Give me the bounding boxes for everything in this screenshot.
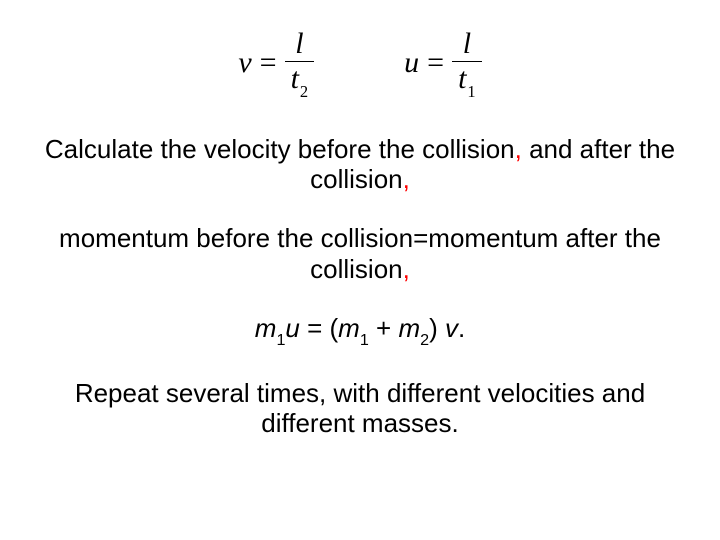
equals-sign: = — [252, 46, 285, 80]
fraction-v-den: t2 — [285, 61, 315, 98]
eq-period: . — [458, 313, 465, 343]
formula-u: u = l t1 — [404, 28, 482, 98]
formula-row: v = l t2 u = l t1 — [0, 0, 720, 124]
formula-v: v = l t2 — [238, 28, 314, 98]
fraction-u-num: l — [457, 28, 477, 61]
paragraph-2-text: momentum before the collision=momentum a… — [59, 223, 661, 284]
fraction-v-den-var: t — [291, 62, 299, 95]
momentum-equation: m1u = (m1 + m2) v. — [0, 313, 720, 348]
fraction-v-den-sub: 2 — [299, 82, 308, 101]
fraction-v: l t2 — [285, 28, 315, 98]
fraction-u-den: t1 — [452, 61, 482, 98]
eq-sub1: 1 — [276, 331, 285, 349]
fraction-v-num: l — [289, 28, 309, 61]
fraction-u: l t1 — [452, 28, 482, 98]
eq-plus: + — [369, 313, 399, 343]
red-comma: , — [515, 134, 522, 164]
eq-sub2: 2 — [420, 331, 429, 349]
eq-m2: m — [398, 313, 420, 343]
eq-v: v — [445, 313, 458, 343]
paragraph-1: Calculate the velocity before the collis… — [0, 134, 720, 195]
eq-equals-open: = ( — [300, 313, 338, 343]
red-comma: , — [403, 164, 410, 194]
eq-sub1b: 1 — [360, 331, 369, 349]
equals-sign: = — [419, 46, 452, 80]
eq-m1: m — [255, 313, 277, 343]
paragraph-1-part-a: Calculate the velocity before the collis… — [45, 134, 515, 164]
formula-v-lhs: v — [238, 46, 251, 80]
eq-u: u — [285, 313, 299, 343]
paragraph-2: momentum before the collision=momentum a… — [0, 223, 720, 284]
fraction-u-den-sub: 1 — [466, 82, 475, 101]
paragraph-4: Repeat several times, with different vel… — [0, 378, 720, 439]
eq-close: ) — [429, 313, 445, 343]
red-comma: , — [403, 254, 410, 284]
formula-u-lhs: u — [404, 46, 419, 80]
slide: v = l t2 u = l t1 Calculate the velocity… — [0, 0, 720, 540]
eq-m1b: m — [338, 313, 360, 343]
